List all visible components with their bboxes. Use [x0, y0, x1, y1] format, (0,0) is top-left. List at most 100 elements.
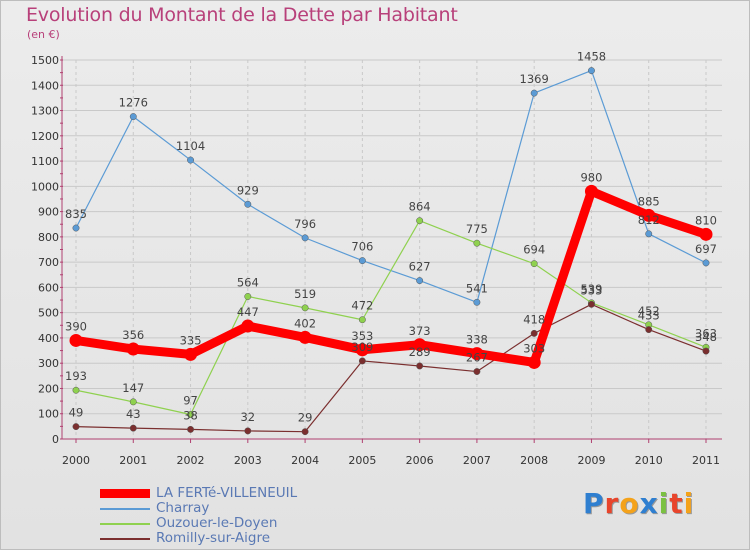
legend-label: Romilly-sur-Aigre — [156, 530, 271, 546]
data-label: 418 — [523, 312, 545, 326]
data-label: 43 — [126, 407, 141, 421]
x-tick-label: 2006 — [406, 454, 434, 467]
data-point — [473, 239, 481, 247]
data-label: 390 — [65, 319, 87, 333]
data-label: 694 — [523, 243, 545, 257]
data-point — [470, 347, 484, 361]
data-point — [416, 217, 424, 225]
data-point — [530, 260, 538, 268]
data-label: 810 — [695, 213, 717, 227]
series-line-2 — [75, 220, 707, 416]
data-label: 309 — [351, 340, 373, 354]
y-tick-label: 1200 — [31, 130, 59, 143]
data-label: 338 — [466, 333, 488, 347]
y-tick-label: 600 — [38, 281, 59, 294]
data-label: 97 — [183, 393, 198, 407]
data-point — [241, 319, 255, 333]
data-point — [301, 428, 309, 436]
data-label: 267 — [466, 351, 488, 365]
data-label: 373 — [409, 324, 431, 338]
data-label: 812 — [638, 213, 660, 227]
data-label: 533 — [580, 283, 602, 297]
logo-letter: t — [669, 487, 684, 520]
data-label: 348 — [695, 330, 717, 344]
y-tick-label: 1300 — [31, 105, 59, 118]
data-label: 356 — [122, 328, 144, 342]
data-point — [187, 425, 194, 433]
series-lines — [69, 67, 713, 436]
data-point — [702, 347, 710, 355]
y-tick-label: 400 — [38, 332, 59, 345]
y-tick-label: 700 — [38, 256, 59, 269]
legend-swatch — [100, 508, 150, 510]
data-point — [413, 338, 427, 352]
data-label: 775 — [466, 222, 488, 236]
proxiti-logo: Proxiti — [583, 487, 694, 520]
y-tick-label: 200 — [38, 382, 59, 395]
data-point — [72, 423, 80, 431]
data-label: 929 — [237, 183, 259, 197]
data-label: 864 — [409, 200, 431, 214]
data-label: 452 — [638, 304, 660, 318]
data-point — [530, 89, 538, 97]
data-label: 627 — [409, 260, 431, 274]
y-tick-label: 100 — [38, 408, 59, 421]
data-label: 1369 — [520, 72, 549, 86]
x-tick-label: 2011 — [692, 454, 720, 467]
y-tick-label: 300 — [38, 357, 59, 370]
legend-label: Charray — [156, 500, 210, 516]
data-label: 402 — [294, 316, 316, 330]
data-label: 32 — [240, 410, 255, 424]
data-point — [244, 427, 252, 435]
data-label: 29 — [298, 411, 313, 425]
data-point — [473, 368, 481, 375]
data-point — [642, 208, 656, 222]
data-point — [527, 355, 541, 369]
data-label: 49 — [69, 406, 84, 420]
y-tick-label: 900 — [38, 206, 59, 219]
data-point — [530, 329, 538, 337]
data-label: 38 — [183, 408, 198, 422]
legend-swatch — [100, 538, 150, 540]
legend-swatch — [100, 523, 150, 525]
data-point — [187, 411, 194, 418]
y-tick-label: 1000 — [31, 180, 59, 193]
data-label: 193 — [65, 369, 87, 383]
data-point — [358, 316, 366, 324]
data-point — [645, 326, 653, 334]
data-label: 706 — [351, 240, 373, 254]
data-label: 796 — [294, 217, 316, 231]
gridlines — [62, 59, 722, 439]
data-label: 980 — [580, 170, 602, 184]
axes: 0 100 200 300 400 500 600 700 800 900 1000 1100 1200… — [31, 54, 722, 467]
legend-label: LA FERTé-VILLENEUIL — [156, 485, 298, 501]
x-tick-label: 2008 — [520, 454, 548, 467]
data-label: 885 — [638, 194, 660, 208]
data-point — [69, 333, 83, 347]
data-label: 519 — [294, 287, 316, 301]
y-tick-label: 800 — [38, 231, 59, 244]
logo-letter: o — [619, 487, 640, 520]
logo-letter: i — [683, 487, 695, 520]
logo-letter: r — [604, 487, 620, 520]
data-label: 1276 — [119, 96, 148, 110]
data-point — [702, 259, 710, 267]
data-label: 1458 — [577, 50, 606, 64]
data-point — [355, 343, 369, 357]
data-point — [126, 342, 140, 356]
x-tick-label: 2004 — [291, 454, 319, 467]
data-label: 363 — [695, 326, 717, 340]
y-tick-label: 0 — [52, 433, 59, 446]
data-label: 539 — [580, 282, 602, 296]
data-point — [301, 304, 309, 312]
series-line-3 — [75, 303, 707, 433]
data-point — [645, 230, 653, 238]
data-point — [588, 67, 595, 75]
data-label: 433 — [638, 309, 660, 323]
data-label: 447 — [237, 305, 259, 319]
data-label: 564 — [237, 275, 259, 289]
series-line-0 — [71, 186, 711, 367]
chart-title: Evolution du Montant de la Dette par Hab… — [26, 4, 458, 26]
data-point — [699, 227, 713, 241]
data-point — [129, 398, 137, 406]
